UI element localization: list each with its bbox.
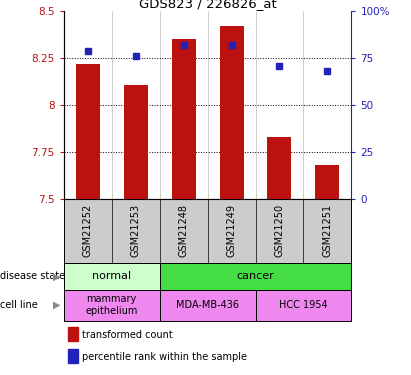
Bar	[268, 137, 291, 199]
Text: transformed count: transformed count	[82, 330, 173, 340]
Text: HCC 1954: HCC 1954	[279, 300, 328, 310]
Text: GSM21250: GSM21250	[275, 204, 284, 257]
Bar	[68, 327, 78, 341]
Text: cancer: cancer	[237, 272, 275, 281]
Text: cell line: cell line	[0, 300, 38, 310]
Bar	[159, 290, 256, 321]
Text: GSM21253: GSM21253	[131, 204, 141, 257]
Text: GSM21252: GSM21252	[83, 204, 92, 258]
Text: GSM21248: GSM21248	[179, 204, 189, 257]
Bar	[64, 290, 159, 321]
Title: GDS823 / 226826_at: GDS823 / 226826_at	[139, 0, 277, 10]
Bar	[76, 64, 100, 199]
Bar	[64, 263, 159, 290]
Bar	[68, 349, 78, 363]
Text: MDA-MB-436: MDA-MB-436	[176, 300, 239, 310]
Text: normal: normal	[92, 272, 131, 281]
Text: GSM21249: GSM21249	[226, 204, 236, 257]
Text: ▶: ▶	[53, 272, 60, 281]
Text: percentile rank within the sample: percentile rank within the sample	[82, 352, 247, 362]
Bar	[256, 290, 351, 321]
Bar	[124, 84, 148, 199]
Text: ▶: ▶	[53, 300, 60, 310]
Bar	[219, 26, 243, 199]
Text: disease state: disease state	[0, 272, 65, 281]
Bar	[172, 39, 196, 199]
Text: mammary
epithelium: mammary epithelium	[85, 294, 138, 316]
Text: GSM21251: GSM21251	[323, 204, 332, 257]
Bar	[159, 263, 351, 290]
Bar	[315, 165, 339, 199]
